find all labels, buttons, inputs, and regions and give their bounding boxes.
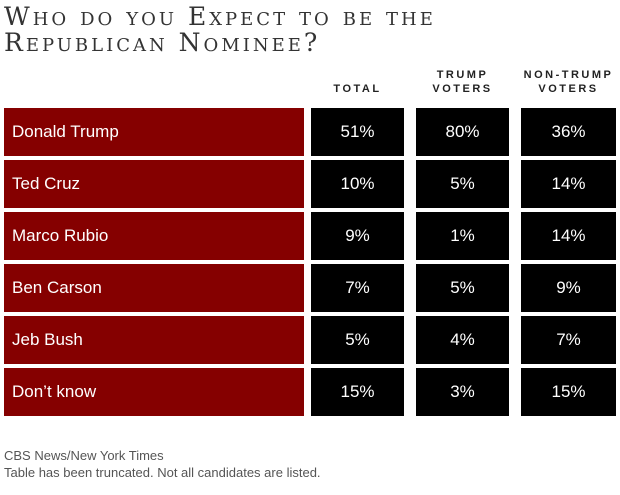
value-cell: 10% bbox=[311, 160, 404, 208]
value-cell: 3% bbox=[416, 368, 509, 416]
value-cell: 4% bbox=[416, 316, 509, 364]
source-text: CBS News/New York Times bbox=[4, 448, 164, 463]
value-cell: 5% bbox=[416, 160, 509, 208]
truncation-note: Table has been truncated. Not all candid… bbox=[4, 465, 321, 480]
chart-title: Who do you Expect to be the Republican No… bbox=[4, 4, 436, 56]
row-label: Jeb Bush bbox=[4, 316, 304, 364]
table-row: Marco Rubio 9% 1% 14% bbox=[0, 212, 620, 260]
value-cell: 14% bbox=[521, 160, 616, 208]
value-cell: 51% bbox=[311, 108, 404, 156]
value-cell: 14% bbox=[521, 212, 616, 260]
table-row: Ted Cruz 10% 5% 14% bbox=[0, 160, 620, 208]
table-row: Don’t know 15% 3% 15% bbox=[0, 368, 620, 416]
column-header-line: VOTERS bbox=[538, 83, 599, 95]
value-cell: 1% bbox=[416, 212, 509, 260]
column-header: NON-TRUMP VOTERS bbox=[521, 68, 616, 96]
value-cell: 7% bbox=[521, 316, 616, 364]
value-cell: 9% bbox=[311, 212, 404, 260]
row-label: Marco Rubio bbox=[4, 212, 304, 260]
row-label: Donald Trump bbox=[4, 108, 304, 156]
value-cell: 7% bbox=[311, 264, 404, 312]
column-header-line: TRUMP bbox=[436, 69, 489, 81]
title-line-2: Republican Nominee? bbox=[4, 28, 321, 57]
table-row: Ben Carson 7% 5% 9% bbox=[0, 264, 620, 312]
column-header: TRUMP VOTERS bbox=[416, 68, 509, 96]
title-line-1: Who do you Expect to be the bbox=[4, 2, 436, 31]
value-cell: 15% bbox=[521, 368, 616, 416]
value-cell: 80% bbox=[416, 108, 509, 156]
column-header-line: VOTERS bbox=[432, 83, 493, 95]
row-label: Don’t know bbox=[4, 368, 304, 416]
column-header-line bbox=[311, 68, 404, 82]
column-header-line: TOTAL bbox=[333, 83, 382, 95]
table-row: Donald Trump 51% 80% 36% bbox=[0, 108, 620, 156]
value-cell: 9% bbox=[521, 264, 616, 312]
table-row: Jeb Bush 5% 4% 7% bbox=[0, 316, 620, 364]
column-header: TOTAL bbox=[311, 68, 404, 96]
row-label: Ben Carson bbox=[4, 264, 304, 312]
row-label: Ted Cruz bbox=[4, 160, 304, 208]
value-cell: 36% bbox=[521, 108, 616, 156]
value-cell: 5% bbox=[416, 264, 509, 312]
value-cell: 5% bbox=[311, 316, 404, 364]
column-header-line: NON-TRUMP bbox=[523, 69, 614, 81]
value-cell: 15% bbox=[311, 368, 404, 416]
